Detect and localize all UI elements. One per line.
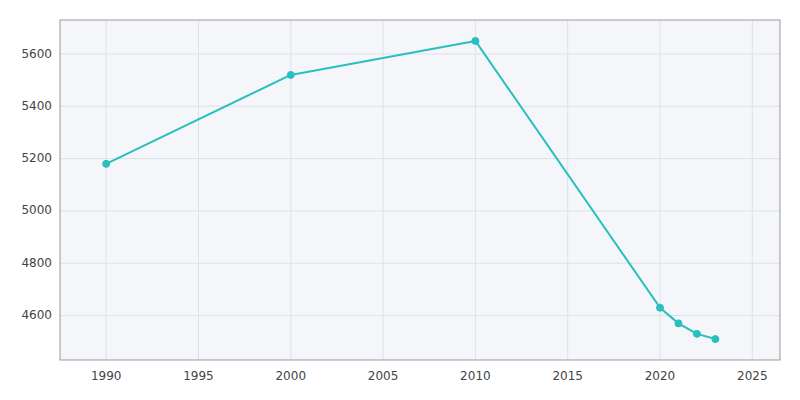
line — [106, 41, 715, 339]
x-tick-label: 2000 — [275, 369, 306, 383]
y-tick-label: 5400 — [21, 99, 52, 113]
plot-background — [60, 20, 780, 360]
x-tick-label: 2015 — [552, 369, 583, 383]
y-tick-label: 5000 — [21, 203, 52, 217]
plot-frame — [60, 20, 780, 360]
x-grid-line — [383, 20, 384, 360]
point — [103, 160, 110, 167]
x-tick-label: 2020 — [645, 369, 676, 383]
y-tick-label: 4800 — [21, 256, 52, 270]
point — [712, 336, 719, 343]
y-grid-line — [60, 106, 780, 107]
x-grid-line — [567, 20, 568, 360]
y-grid-line — [60, 263, 780, 264]
point — [675, 320, 682, 327]
x-grid-line — [752, 20, 753, 360]
y-grid-line — [60, 158, 780, 159]
x-grid-line — [475, 20, 476, 360]
y-tick-label: 5600 — [21, 47, 52, 61]
y-grid-line — [60, 315, 780, 316]
grid — [60, 20, 780, 360]
y-grid-line — [60, 54, 780, 55]
y-grid-line — [60, 210, 780, 211]
point — [287, 71, 294, 78]
x-tick-label: 2010 — [460, 369, 491, 383]
x-grid-line — [198, 20, 199, 360]
chart-container: 4600 4800 5000 5200 5400 5600 1990 1995 2000 2005… — [0, 0, 800, 400]
x-grid-line — [106, 20, 107, 360]
point — [472, 37, 479, 44]
x-tick-label: 2005 — [368, 369, 399, 383]
y-tick-label: 4600 — [21, 308, 52, 322]
tick-labels: 4600 4800 5000 5200 5400 5600 1990 1995 2000 2005… — [21, 47, 767, 384]
x-tick-label: 2025 — [737, 369, 768, 383]
series — [103, 37, 719, 342]
chart: 4600 4800 5000 5200 5400 5600 1990 1995 2000 2005… — [0, 0, 800, 400]
y-tick-label: 5200 — [21, 151, 52, 165]
point — [693, 330, 700, 337]
point — [657, 304, 664, 311]
x-tick-label: 1995 — [183, 369, 214, 383]
x-tick-label: 1990 — [91, 369, 122, 383]
